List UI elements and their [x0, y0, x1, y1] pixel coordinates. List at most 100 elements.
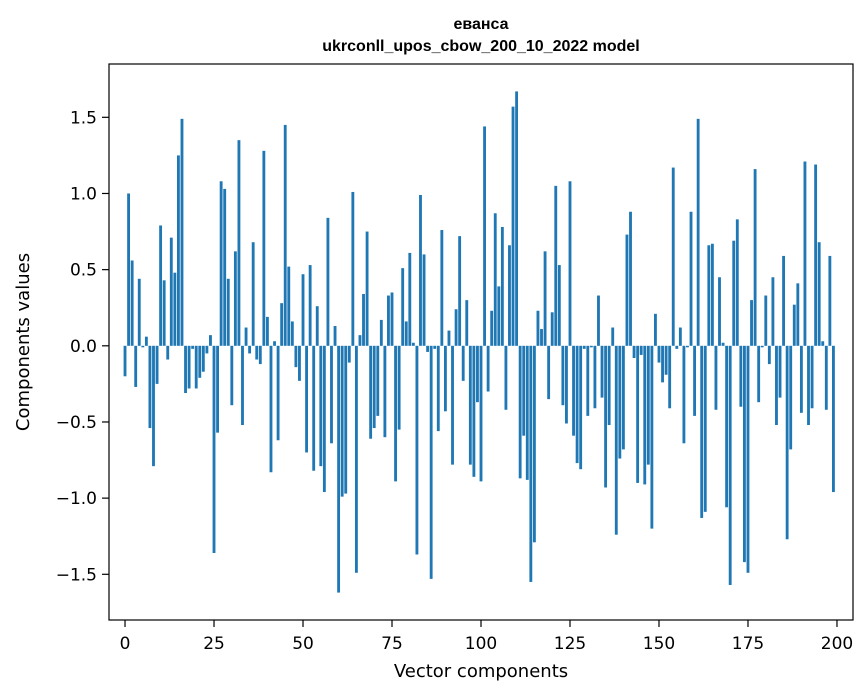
- bar-15: [176, 155, 180, 346]
- bar-77: [397, 345, 401, 430]
- bar-65: [354, 345, 358, 573]
- bar-51: [305, 345, 308, 453]
- bar-47: [290, 321, 294, 346]
- bar-199: [832, 345, 835, 493]
- bar-196: [821, 341, 825, 346]
- bar-114: [529, 345, 533, 582]
- bar-100: [479, 345, 483, 482]
- bar-156: [678, 327, 682, 346]
- bar-93: [454, 309, 458, 346]
- bar-175: [746, 345, 750, 573]
- bar-8: [152, 345, 155, 467]
- bar-61: [340, 345, 344, 497]
- chart-subtitle: ukrconll_upos_cbow_200_10_2022 model: [322, 38, 639, 55]
- bar-111: [518, 345, 522, 479]
- bar-20: [194, 345, 198, 389]
- bar-138: [614, 345, 618, 535]
- bar-91: [447, 330, 451, 346]
- bar-126: [572, 345, 575, 436]
- bar-45: [283, 124, 287, 346]
- y-tick-label: 1.0: [70, 184, 97, 204]
- bar-191: [803, 161, 807, 346]
- bar-67: [362, 294, 365, 346]
- bar-79: [404, 321, 408, 346]
- bar-151: [661, 345, 664, 383]
- bar-37: [255, 345, 259, 360]
- bar-88: [436, 345, 440, 432]
- bar-194: [814, 164, 818, 346]
- x-tick-label: 0: [120, 634, 131, 654]
- bar-50: [301, 274, 305, 346]
- bar-139: [618, 345, 622, 459]
- bar-34: [244, 327, 248, 346]
- plot-area-frame: [108, 63, 854, 621]
- bar-192: [807, 345, 810, 426]
- bar-163: [703, 345, 707, 512]
- bar-154: [671, 167, 675, 346]
- bar-11: [162, 280, 166, 346]
- bar-82: [415, 345, 419, 555]
- bar-97: [468, 345, 472, 465]
- bar-197: [824, 345, 828, 410]
- bar-40: [265, 316, 269, 346]
- bar-146: [643, 345, 647, 485]
- bar-57: [326, 217, 330, 346]
- bar-92: [451, 345, 454, 465]
- bar-172: [735, 219, 739, 346]
- bar-166: [714, 345, 718, 410]
- bar-142: [629, 211, 632, 346]
- bar-136: [607, 345, 611, 426]
- bar-180: [764, 295, 768, 346]
- bar-24: [209, 335, 212, 346]
- bar-14: [173, 272, 177, 346]
- x-tick-label: 50: [292, 634, 314, 654]
- bar-4: [137, 278, 141, 346]
- bar-27: [219, 181, 223, 346]
- y-tick-label: −1.5: [56, 565, 97, 585]
- x-axis-label: Vector components: [394, 661, 568, 682]
- bar-135: [604, 345, 608, 488]
- bar-98: [472, 345, 476, 477]
- bar-29: [226, 278, 230, 346]
- bar-33: [241, 345, 244, 426]
- bar-162: [700, 345, 704, 518]
- bar-152: [664, 345, 668, 375]
- bar-108: [508, 245, 511, 346]
- bar-125: [568, 181, 572, 346]
- bar-9: [155, 345, 159, 384]
- bar-105: [497, 286, 501, 346]
- bar-53: [312, 345, 316, 471]
- bar-169: [725, 345, 729, 508]
- bar-19: [191, 345, 195, 349]
- bar-160: [693, 345, 697, 416]
- x-tick-label: 100: [465, 634, 497, 654]
- bar-155: [675, 345, 679, 349]
- bar-129: [582, 345, 586, 349]
- bar-148: [650, 345, 654, 529]
- bar-78: [401, 268, 405, 346]
- bar-161: [696, 118, 700, 346]
- bar-186: [785, 345, 789, 540]
- bar-21: [198, 345, 202, 378]
- bar-195: [817, 242, 821, 346]
- bar-187: [789, 345, 793, 450]
- bar-116: [536, 310, 540, 346]
- bar-6: [144, 336, 148, 346]
- bar-122: [557, 265, 561, 346]
- bar-38: [258, 345, 262, 365]
- bar-80: [408, 252, 412, 346]
- bar-74: [387, 295, 390, 346]
- bar-157: [682, 345, 686, 444]
- bar-25: [212, 345, 216, 553]
- bar-117: [540, 329, 543, 346]
- bar-120: [550, 312, 554, 346]
- bar-182: [771, 277, 775, 346]
- bar-73: [383, 345, 387, 438]
- bar-41: [269, 345, 273, 473]
- bar-39: [262, 150, 266, 346]
- bar-141: [625, 234, 629, 346]
- bar-75: [390, 292, 394, 346]
- bar-134: [600, 345, 604, 398]
- bar-26: [216, 345, 219, 433]
